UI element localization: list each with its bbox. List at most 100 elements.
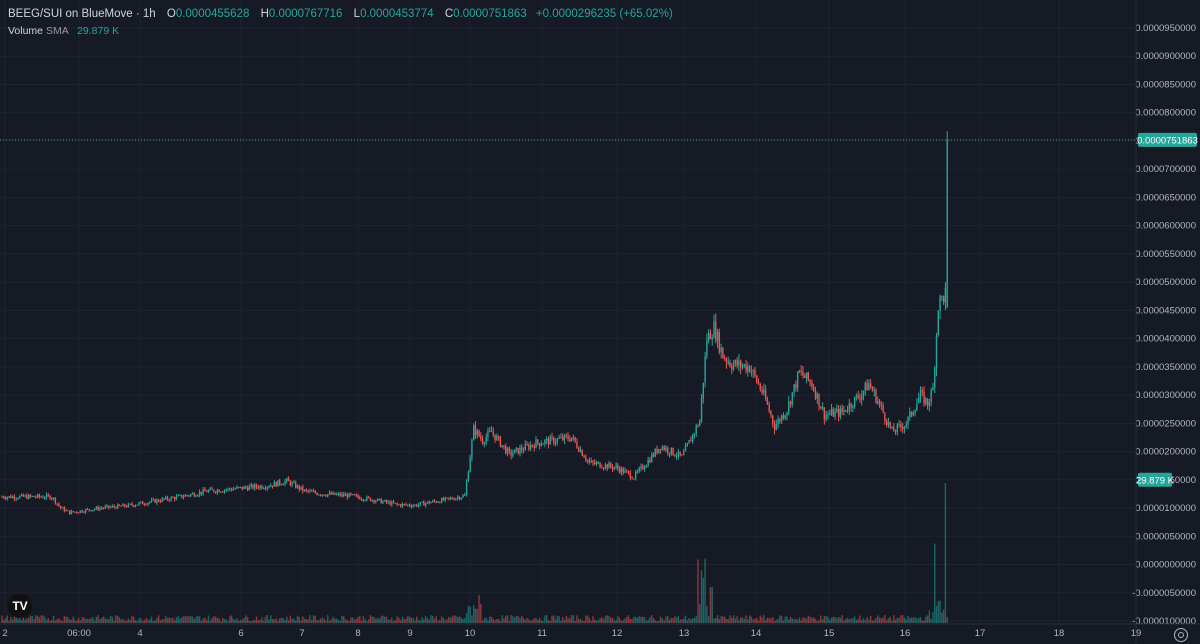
candle-body [558,438,560,440]
volume-bar [408,616,411,623]
open-value: 0.0000455628 [175,8,250,20]
volume-bar [481,620,484,623]
symbol-title[interactable]: BEEG/SUI on BlueMove · 1h [8,8,156,20]
volume-bar [636,617,639,623]
candle-body [191,493,194,495]
volume-bar [921,620,923,623]
volume-bar [706,606,708,623]
volume-bar [189,616,192,623]
candle-body [683,451,685,455]
candle-body [124,504,126,507]
candle-body [335,494,338,496]
candle-body [608,463,610,469]
candle-body [814,390,817,399]
candle-body [403,503,405,505]
candle-body [642,466,644,470]
candle-body [494,434,496,441]
volume-bar [31,615,33,623]
volume-bar [424,615,427,623]
volume-bar [544,615,546,623]
volume-bar [592,616,594,623]
volume-bar [15,616,17,623]
candle-body [544,440,546,444]
candle-body [143,504,146,506]
candle-body [846,410,849,412]
candle-body [537,439,539,444]
volume-bar [674,616,676,623]
volume-bar [474,608,477,623]
volume-bar [179,618,181,623]
volume-bar [524,619,527,623]
candle-body [629,472,632,479]
candle-body [270,485,272,487]
volume-bar [113,620,115,623]
candle-body [529,444,532,450]
volume-bar [67,617,69,623]
volume-bar [745,615,747,623]
candle-body [816,393,818,399]
candle-body [878,400,881,404]
volume-bar [487,620,489,623]
volume-bar [517,615,519,623]
volume-bar [585,615,587,623]
volume-bar [780,616,783,623]
candle-body [820,406,822,409]
volume-bar [371,616,373,623]
volume-bar [896,617,899,623]
candle-body [871,387,874,392]
candle-body [209,488,211,491]
candle-body [61,507,64,509]
candle-body [611,466,614,469]
volume-bar [100,617,103,623]
volume-bar [387,619,389,623]
candle-body [31,496,33,498]
volume-bar [170,618,172,623]
volume-bar [163,619,165,623]
price-tick-label: 0.0000400000 [1135,334,1196,345]
candle-body [371,500,373,502]
volume-bar [811,617,813,623]
volume-bar [346,620,349,623]
candle-body [419,502,421,505]
tradingview-logo-icon[interactable]: TV [8,594,32,618]
candle-body [729,361,731,367]
candle-body [563,434,566,440]
candle-body [359,497,361,500]
candle-body [480,436,482,439]
volume-bar [893,615,895,623]
volume-bar [344,619,347,623]
candle-body [741,365,744,368]
volume-bar [684,615,687,623]
settings-icon[interactable] [1174,628,1188,642]
candle-body [761,389,763,393]
candle-body [809,380,811,383]
candle-body [638,468,640,472]
candle-body [282,484,284,486]
volume-bar [878,617,881,623]
volume-legend[interactable]: Volume SMA 29.879 K [8,25,119,37]
volume-bar [20,619,23,623]
price-tick-label: 0.0000250000 [1135,418,1196,429]
volume-bar [439,619,441,623]
volume-bar [373,616,375,623]
volume-bar [522,617,525,623]
candle-body [3,496,5,498]
volume-bar [688,618,690,623]
volume-bar [314,615,316,623]
volume-bar [4,618,7,623]
volume-bar [198,616,201,623]
candle-body [501,445,503,447]
candle-body [451,497,454,500]
volume-bar [627,615,630,623]
volume-bar [129,619,131,623]
candle-body [198,491,201,496]
candle-body [77,512,80,514]
volume-bar [245,615,247,623]
volume-bar [597,620,599,623]
volume-bar [496,618,498,623]
candle-body [754,370,756,376]
volume-bar [29,615,32,623]
candle-body [430,502,432,504]
volume-bar [770,618,772,623]
